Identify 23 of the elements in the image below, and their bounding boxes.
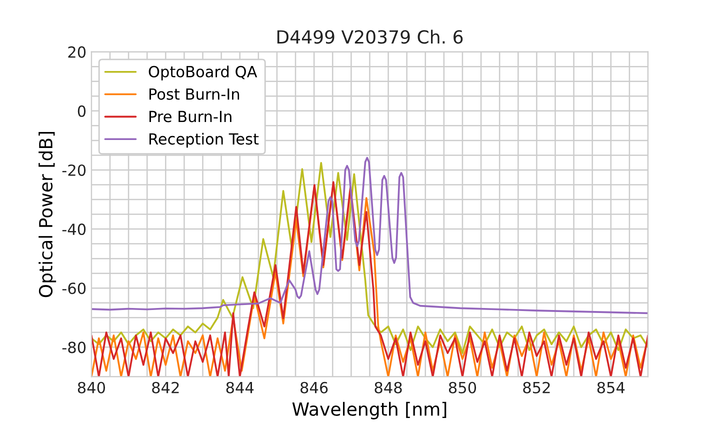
legend-label: Pre Burn-In: [149, 110, 232, 122]
x-axis-title: Wavelength [nm]: [292, 402, 446, 420]
x-tick-label: 852: [523, 382, 550, 394]
x-tick-label: 850: [448, 382, 476, 394]
x-tick-label: 840: [78, 382, 106, 394]
x-tick-label: 846: [300, 382, 328, 394]
y-tick-label: -40: [62, 224, 86, 236]
line-series: [91, 156, 648, 314]
y-tick-label: -20: [62, 164, 86, 176]
legend-label: Post Burn-In: [149, 88, 240, 100]
chart-title: D4499 V20379 Ch. 6: [277, 30, 463, 44]
line-series: [91, 162, 648, 354]
x-tick-label: 854: [597, 382, 625, 394]
y-tick-label: -60: [62, 282, 86, 294]
y-tick-label: 0: [78, 105, 86, 117]
legend-label: Reception Test: [149, 132, 259, 148]
x-tick-label: 848: [374, 382, 402, 394]
legend-label: OptoBoard QA: [148, 66, 258, 80]
x-tick-label: 842: [152, 382, 179, 394]
y-axis-title: Optical Power [dB]: [38, 132, 56, 298]
y-tick-label: 20: [68, 46, 86, 58]
y-tick-label: -80: [62, 342, 86, 354]
x-tick-label: 844: [226, 382, 254, 394]
